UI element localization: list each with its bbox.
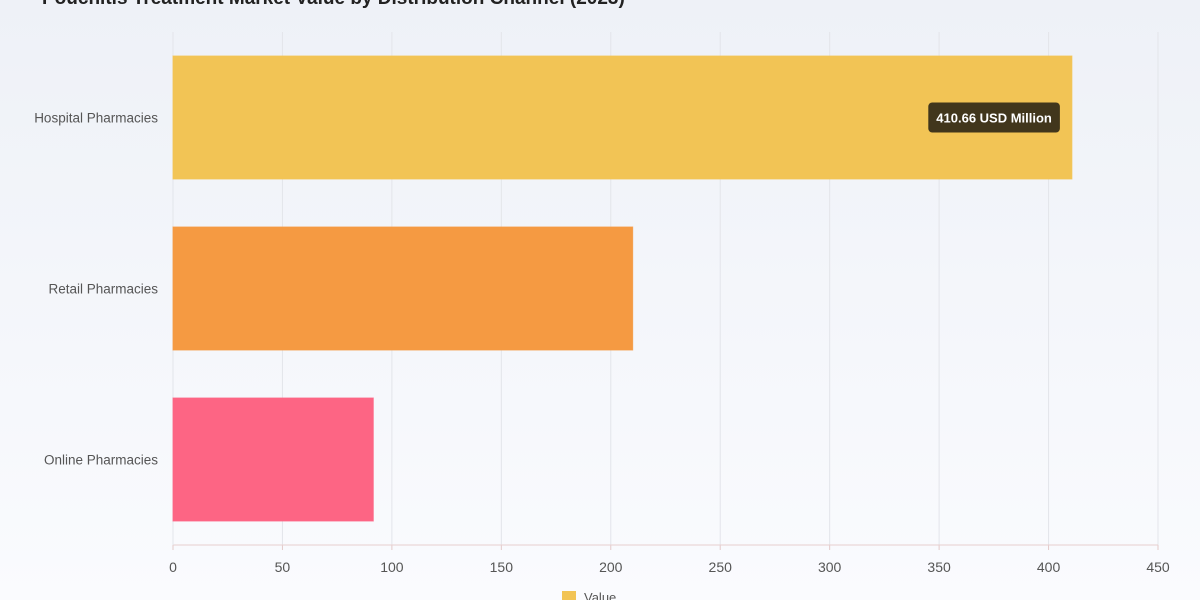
- x-tick-label: 450: [1146, 559, 1170, 575]
- x-tick-label: 150: [490, 559, 514, 575]
- x-tick-label: 350: [927, 559, 951, 575]
- x-tick-label: 100: [380, 559, 404, 575]
- tooltip: 410.66 USD Million: [928, 102, 1060, 133]
- x-tick-label: 400: [1037, 559, 1061, 575]
- x-tick-label: 200: [599, 559, 623, 575]
- bar: [172, 55, 1073, 180]
- y-tick-label: Online Pharmacies: [44, 453, 158, 468]
- x-tick-label: 250: [709, 559, 733, 575]
- x-tick-label: 300: [818, 559, 842, 575]
- data-label: 410.66 USD Million: [936, 111, 1052, 126]
- x-tick-label: 50: [275, 559, 291, 575]
- y-tick-label: Retail Pharmacies: [48, 282, 158, 297]
- bar: [172, 397, 374, 522]
- chart-title: Pouchitis Treatment Market Value by Dist…: [42, 0, 625, 9]
- legend-swatch: [562, 591, 576, 600]
- y-tick-label: Hospital Pharmacies: [34, 111, 158, 126]
- x-tick-label: 0: [169, 559, 177, 575]
- legend-label: Value: [584, 590, 616, 600]
- tooltip-box: [928, 102, 1060, 133]
- bar: [172, 226, 634, 351]
